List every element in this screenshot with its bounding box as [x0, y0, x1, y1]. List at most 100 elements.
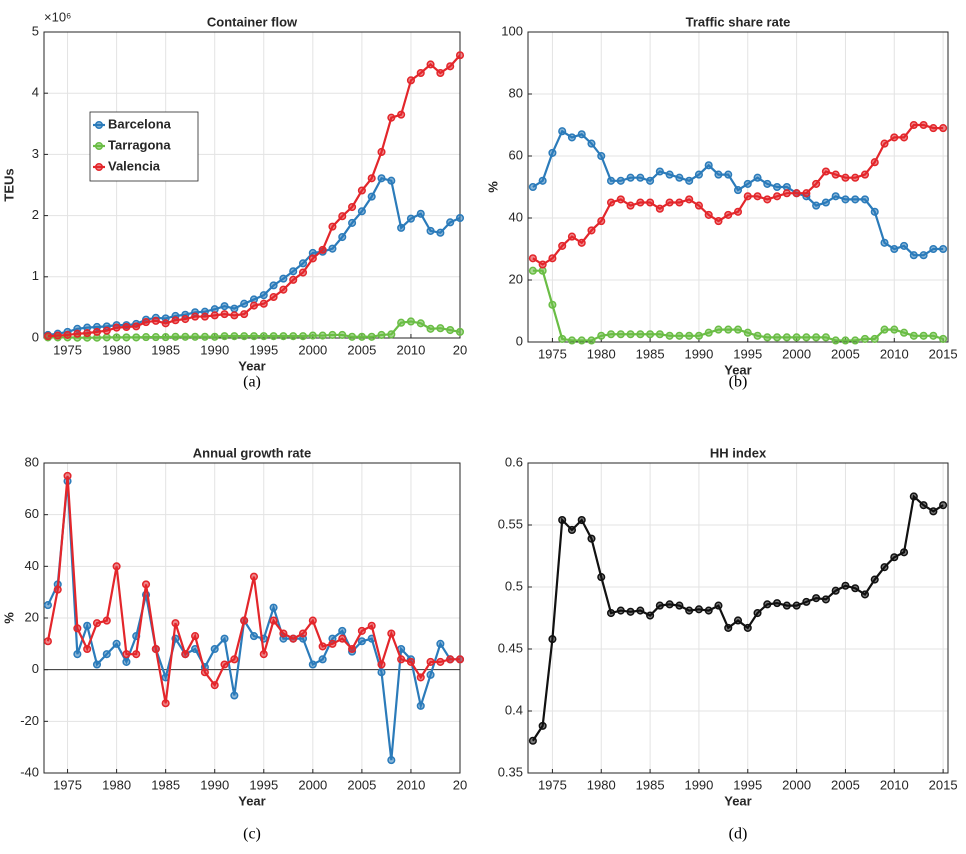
data-point [112, 323, 121, 332]
data-point [597, 331, 606, 340]
data-point [909, 492, 918, 501]
data-point [240, 616, 249, 625]
x-tick-label: 2015 [929, 777, 958, 792]
data-point [743, 192, 752, 201]
data-point [890, 133, 899, 142]
data-point [328, 244, 337, 253]
data-point [53, 331, 62, 340]
x-tick-label: 1995 [249, 342, 278, 357]
data-point [919, 331, 928, 340]
data-point [616, 195, 625, 204]
data-point [73, 624, 82, 633]
data-point [318, 655, 327, 664]
data-point [132, 650, 141, 659]
data-point [939, 124, 948, 133]
data-point [636, 330, 645, 339]
data-point [792, 601, 801, 610]
y-axis-label: TEUs [1, 168, 16, 201]
data-point [646, 176, 655, 185]
data-point [122, 333, 131, 342]
data-point [269, 616, 278, 625]
data-point [348, 218, 357, 227]
caption: (b) [729, 374, 748, 391]
data-point [43, 637, 52, 646]
data-point [416, 701, 425, 710]
data-point [929, 124, 938, 133]
x-tick-label: 2015 [929, 346, 958, 361]
data-point [132, 322, 141, 331]
data-point [298, 629, 308, 638]
data-point [269, 332, 278, 341]
data-point [899, 241, 909, 250]
data-point [230, 304, 239, 313]
data-point [357, 207, 366, 216]
y-tick-label: 80 [25, 454, 39, 469]
y-tick-label: 100 [501, 23, 523, 38]
data-point [665, 600, 674, 609]
legend-label: Valencia [108, 158, 161, 173]
data-point [606, 608, 616, 618]
data-point [851, 584, 860, 593]
data-point [191, 332, 200, 341]
y-axis-label: % [485, 181, 500, 193]
data-point [743, 623, 752, 632]
data-point [387, 113, 396, 122]
x-tick-label: 1985 [636, 777, 665, 792]
data-point [587, 226, 596, 235]
data-point [308, 660, 317, 669]
data-point [743, 328, 752, 337]
data-point [230, 655, 239, 664]
x-tick-label: 2005 [831, 346, 860, 361]
data-point [919, 501, 928, 510]
data-point [841, 195, 850, 204]
data-point [528, 254, 537, 263]
data-point [724, 325, 733, 334]
x-tick-label: 2010 [396, 342, 425, 357]
data-point [606, 198, 616, 207]
data-point [773, 192, 782, 201]
chart-panel: 1975 1980 1985 1990 1995 2000 2005 2010 2015 0 20 4… [485, 14, 957, 390]
y-tick-label: -20 [20, 713, 39, 728]
data-point [240, 332, 249, 341]
data-point [909, 251, 918, 260]
data-point [528, 182, 537, 192]
data-point [426, 670, 435, 679]
data-point [626, 607, 635, 616]
data-point [200, 332, 209, 341]
data-point [860, 334, 870, 343]
x-tick-label: 2005 [831, 777, 860, 792]
data-point [377, 147, 386, 157]
data-point [249, 301, 259, 310]
data-point [357, 332, 366, 341]
data-point [338, 626, 347, 635]
data-point [919, 251, 928, 260]
data-point [567, 232, 577, 241]
data-point [328, 222, 337, 231]
data-point [567, 525, 577, 535]
data-point [939, 244, 948, 254]
data-point [387, 629, 396, 638]
chart-panel: 1975 1980 1985 1990 1995 2000 2005 2010 20 -40 -20… [1, 445, 467, 842]
data-point [348, 332, 357, 341]
data-point [626, 330, 635, 339]
data-point [841, 336, 850, 345]
data-point [880, 563, 889, 572]
data-point [567, 336, 577, 345]
data-point [259, 650, 268, 659]
data-point [63, 471, 72, 480]
data-point [112, 562, 121, 571]
data-point [397, 318, 406, 327]
data-point [851, 195, 860, 204]
data-point [538, 176, 547, 185]
data-point [577, 336, 586, 345]
data-point [436, 228, 445, 237]
data-point [122, 650, 131, 659]
data-point [685, 195, 694, 204]
data-point [387, 330, 396, 339]
x-tick-label: 1980 [102, 342, 131, 357]
data-point [249, 632, 259, 641]
data-point [446, 325, 455, 335]
data-point [338, 330, 347, 339]
data-point [348, 202, 357, 212]
